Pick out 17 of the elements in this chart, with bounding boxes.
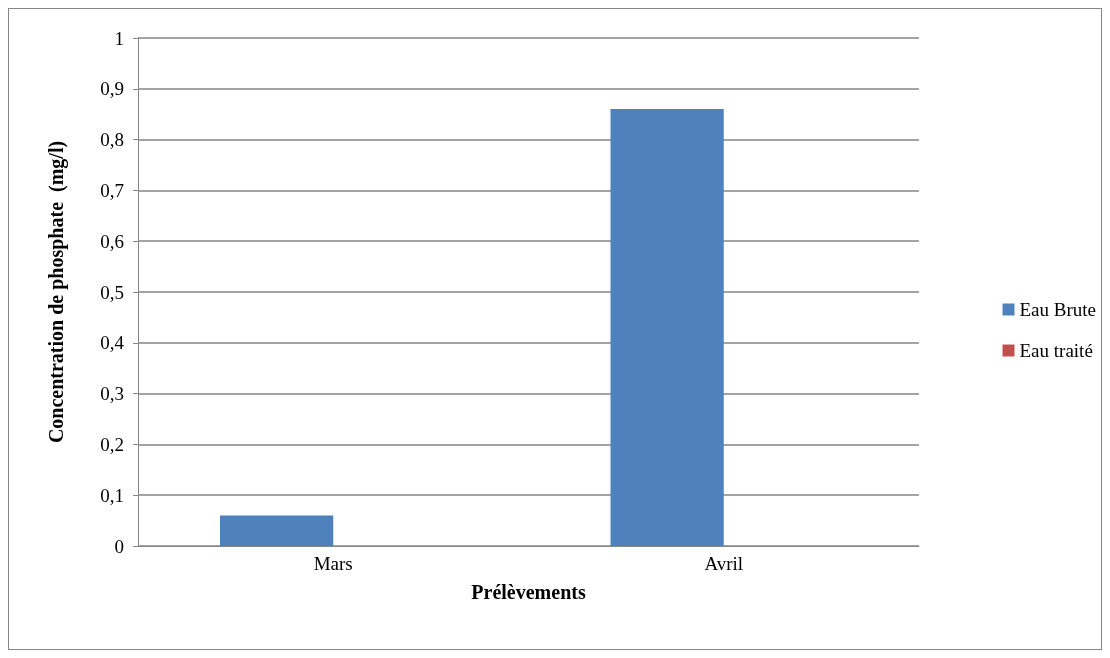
y-tick-label: 0,7 bbox=[100, 179, 124, 201]
y-axis-title: Concentration de phosphate (mg/l) bbox=[45, 140, 68, 444]
y-tick-label: 0,6 bbox=[100, 230, 124, 252]
y-tick-label: 1 bbox=[114, 27, 124, 49]
legend-label: Eau Brute bbox=[1019, 299, 1097, 320]
x-axis-title: Prélèvements bbox=[471, 581, 586, 603]
y-tick-label: 0,9 bbox=[100, 78, 124, 100]
y-tick-label: 0,8 bbox=[100, 129, 124, 151]
y-tick-label: 0,4 bbox=[100, 332, 125, 354]
y-tick-label: 0,3 bbox=[100, 383, 124, 405]
x-tick-label: Mars bbox=[313, 553, 353, 574]
legend-label: Eau traité bbox=[1019, 340, 1093, 361]
x-tick-label: Avril bbox=[704, 553, 744, 574]
y-tick-label: 0,2 bbox=[100, 433, 124, 455]
y-tick-label: 0,5 bbox=[100, 281, 124, 303]
y-tick-label: 0,1 bbox=[100, 484, 124, 506]
y-tick-label: 0 bbox=[114, 535, 124, 557]
